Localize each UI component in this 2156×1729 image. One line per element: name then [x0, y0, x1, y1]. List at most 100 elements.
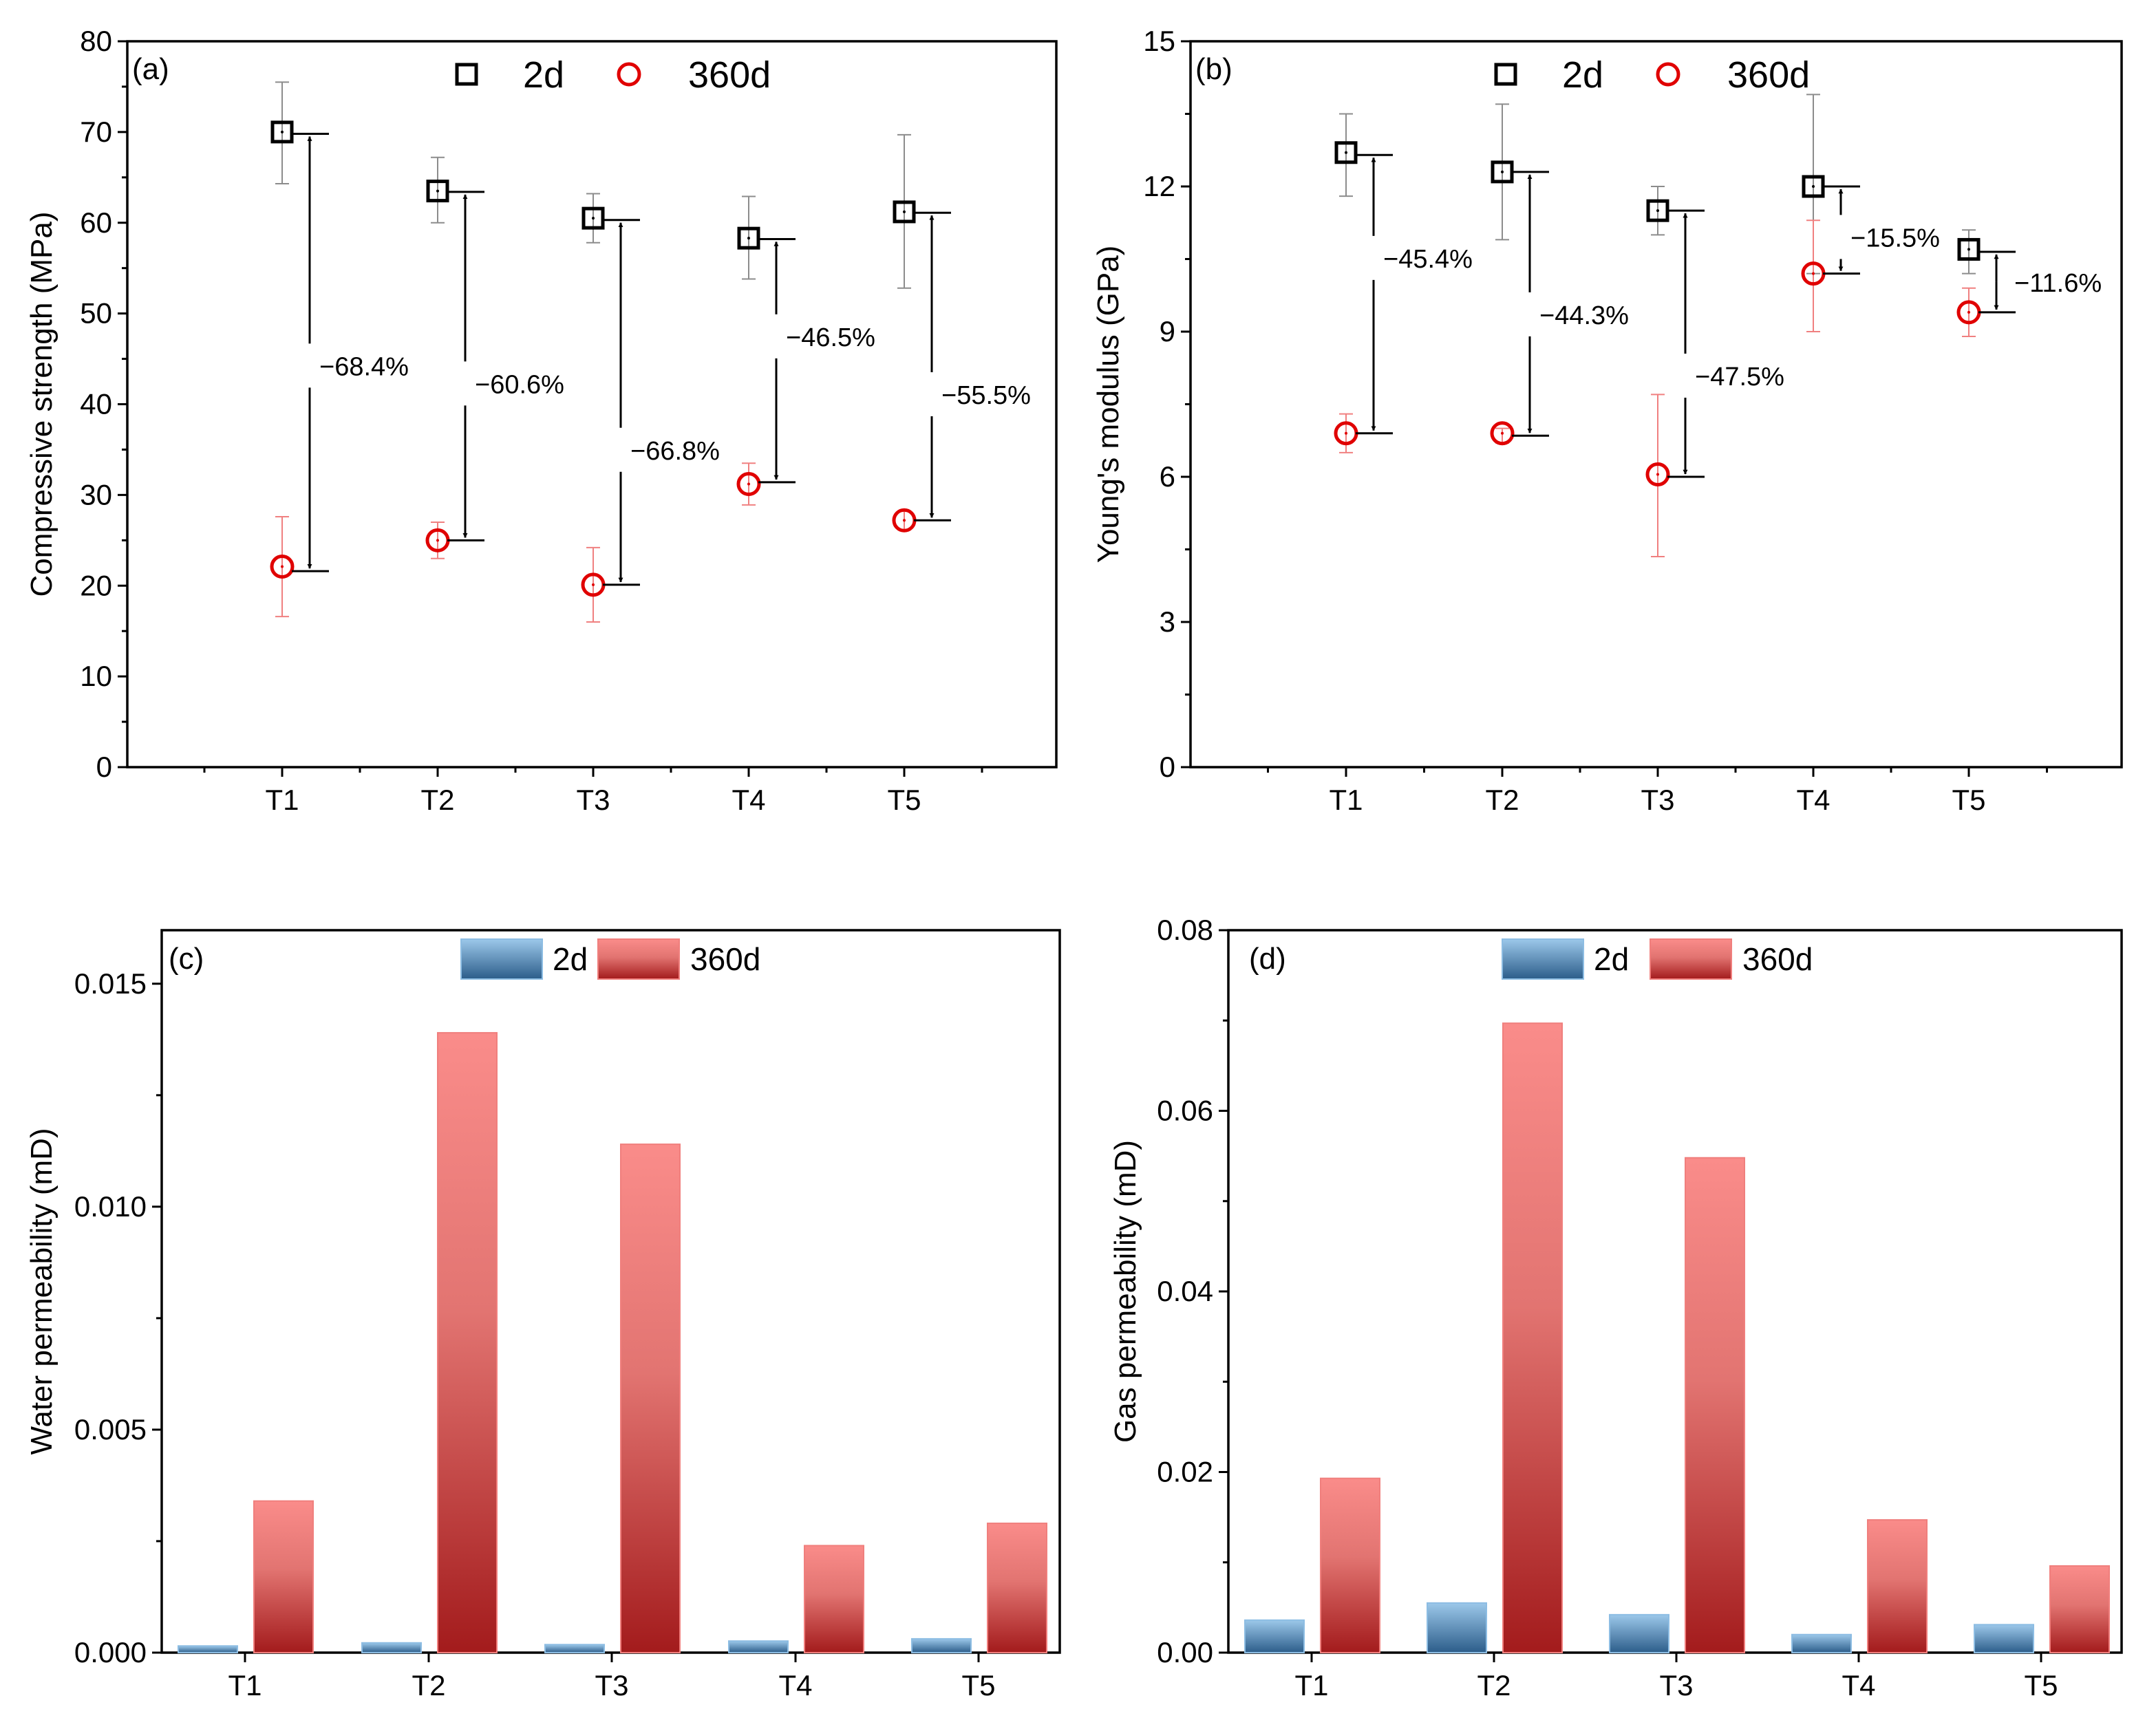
- change-label: −68.4%: [319, 352, 409, 381]
- point-2d-center: [1656, 209, 1659, 213]
- change-label: −60.6%: [475, 370, 564, 399]
- y-tick-label: 10: [80, 660, 112, 692]
- panel-label: (b): [1195, 52, 1232, 86]
- x-tick-label: T2: [1485, 784, 1519, 816]
- x-tick-label: T3: [1659, 1669, 1693, 1701]
- point-2d-center: [592, 217, 595, 220]
- panel-d-gas-permeability: 0.00 0.02 0.04 0.06 0.08 T1 T2 T3 T4 T5 Gas permea…: [1109, 914, 2123, 1701]
- legend-2d-swatch: [460, 938, 543, 980]
- y-tick-label: 70: [80, 116, 112, 148]
- y-tick-label: 15: [1143, 25, 1175, 57]
- legend-2d-label: 2d: [553, 941, 588, 977]
- point-360d-center: [1501, 431, 1504, 435]
- y-axis-title: Water permeability (mD): [25, 1128, 58, 1454]
- change-label: −46.5%: [786, 323, 875, 352]
- point-360d-center: [747, 482, 750, 486]
- y-tick-label: 6: [1160, 460, 1175, 493]
- change-label: −55.5%: [941, 381, 1031, 410]
- legend-2d-swatch: [1502, 938, 1584, 980]
- y-tick-label: 60: [80, 206, 112, 239]
- bar-360d: [1320, 1477, 1380, 1653]
- legend-360d-label: 360d: [690, 941, 760, 977]
- y-tick-label: 30: [80, 478, 112, 511]
- y-tick-label: 0.000: [74, 1636, 147, 1668]
- y-tick-label: 40: [80, 388, 112, 420]
- x-tick-label: T2: [420, 784, 454, 816]
- bar-2d: [1427, 1602, 1487, 1653]
- y-tick-label: 0.04: [1157, 1275, 1213, 1307]
- point-360d-center: [592, 583, 595, 586]
- point-2d: [1334, 141, 1358, 164]
- point-360d-center: [1812, 272, 1815, 275]
- x-tick-label: T4: [732, 784, 765, 816]
- x-tick-label: T5: [2024, 1669, 2058, 1701]
- bar-360d: [1502, 1022, 1563, 1653]
- point-360d: [736, 472, 761, 497]
- point-360d: [270, 555, 295, 579]
- y-tick-label: 0.010: [74, 1190, 147, 1223]
- y-axis-title: Compressive strength (MPa): [25, 212, 58, 597]
- x-tick-label: T5: [961, 1669, 995, 1701]
- point-2d-center: [1967, 248, 1970, 251]
- panel-a-compressive-strength: 0 10 20 30 40 50 60 70 80 T1 T2 T3 T4 T5 Compressive s…: [25, 25, 1058, 816]
- x-tick-label: T5: [1952, 784, 1985, 816]
- bar-360d: [2049, 1565, 2110, 1653]
- panel-c-water-permeability: 0.000 0.005 0.010 0.015 T1 T2 T3 T4 T5 Water perm…: [25, 929, 1061, 1701]
- legend-360d-swatch: [597, 938, 680, 980]
- change-label: −15.5%: [1850, 224, 1940, 253]
- point-2d-center: [1501, 170, 1504, 173]
- legend-360d-label: 360d: [1742, 941, 1813, 977]
- legend-360d-marker: [1656, 62, 1680, 87]
- bar-360d: [620, 1143, 681, 1653]
- bar-360d: [437, 1032, 498, 1653]
- x-tick-label: T1: [265, 784, 299, 816]
- point-2d-center: [436, 189, 439, 193]
- point-360d: [1490, 421, 1515, 446]
- point-360d-center: [903, 519, 906, 522]
- panel-label: (a): [132, 52, 169, 86]
- x-tick-label: T4: [1842, 1669, 1875, 1701]
- point-360d: [1645, 462, 1670, 486]
- bar-2d: [1609, 1613, 1669, 1653]
- y-tick-label: 0.02: [1157, 1456, 1213, 1488]
- panel-label: (d): [1249, 942, 1286, 976]
- y-tick-label: 20: [80, 569, 112, 601]
- bar-360d: [804, 1545, 864, 1653]
- point-360d-center: [436, 539, 439, 542]
- y-tick-label: 0.015: [74, 967, 147, 1000]
- y-tick-label: 0: [96, 751, 112, 783]
- change-label: −44.3%: [1539, 301, 1629, 330]
- plot-frame: [1189, 40, 2123, 769]
- bar-2d: [1791, 1633, 1852, 1653]
- bar-2d: [544, 1644, 605, 1653]
- y-tick-label: 9: [1160, 315, 1175, 347]
- bar-360d: [1867, 1519, 1928, 1653]
- change-label: −47.5%: [1695, 363, 1784, 391]
- bar-2d: [178, 1645, 238, 1654]
- bar-360d: [1685, 1157, 1745, 1653]
- legend-2d-label: 2d: [1562, 54, 1603, 96]
- point-2d: [581, 206, 605, 230]
- bar-360d: [253, 1500, 314, 1654]
- bar-360d: [987, 1523, 1047, 1654]
- x-tick-label: T1: [1294, 1669, 1328, 1701]
- y-tick-label: 0.005: [74, 1413, 147, 1446]
- y-tick-label: 50: [80, 297, 112, 330]
- bar-2d: [911, 1637, 972, 1654]
- plot-frame: [126, 40, 1058, 769]
- point-360d-center: [1345, 431, 1347, 435]
- bar-2d: [1974, 1624, 2034, 1653]
- legend-2d-label: 2d: [1594, 941, 1629, 977]
- legend-2d-marker: [1494, 63, 1517, 86]
- point-2d-center: [1345, 151, 1347, 154]
- x-tick-label: T3: [1641, 784, 1674, 816]
- point-2d: [1957, 237, 1981, 261]
- y-tick-label: 80: [80, 25, 112, 57]
- y-tick-label: 0: [1160, 751, 1175, 783]
- bar-2d: [1244, 1619, 1305, 1653]
- change-label: −11.6%: [2014, 269, 2102, 298]
- point-2d-center: [281, 130, 284, 133]
- bar-2d: [361, 1642, 422, 1653]
- change-label: −45.4%: [1383, 245, 1473, 274]
